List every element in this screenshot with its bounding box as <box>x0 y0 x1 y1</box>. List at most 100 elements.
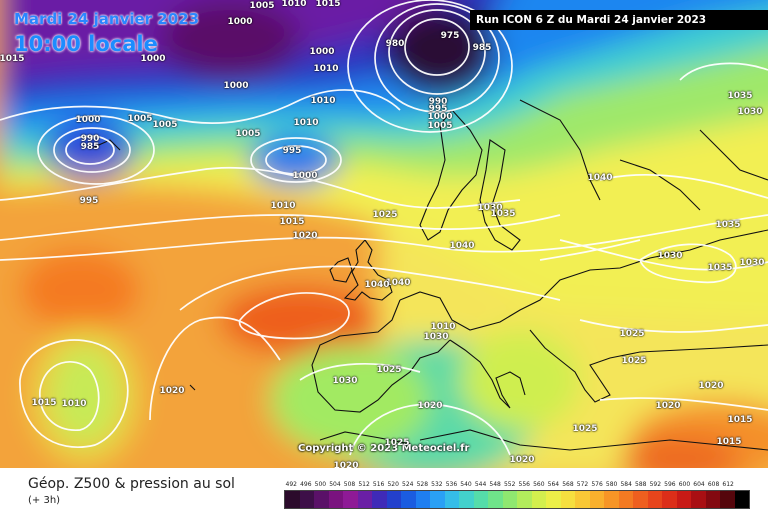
isobar-label: 1035 <box>727 91 753 101</box>
isobar-label: 995 <box>282 146 302 156</box>
color-scale-legend: 492 496 500 504 508 512 516 520 524 528 532 536 540 5… <box>284 479 750 509</box>
isobar-label: 990 <box>80 134 100 144</box>
map-footer: Géop. Z500 & pression au sol (+ 3h) 492 4… <box>0 468 768 512</box>
scale-swatch <box>604 491 619 508</box>
isobar-label: 1025 <box>384 438 410 448</box>
isobar-label: 1030 <box>423 332 449 342</box>
scale-value-label: 512 <box>358 481 370 488</box>
scale-swatch <box>502 491 517 508</box>
isobar-label: 1005 <box>152 120 178 130</box>
isobar-label: 1020 <box>159 386 185 396</box>
scale-value-label: 544 <box>474 481 487 488</box>
scale-swatch <box>662 491 677 508</box>
isobar-label: 1025 <box>619 329 645 339</box>
isobar-label: 1000 <box>309 47 335 57</box>
isobar-label: 1020 <box>698 381 724 391</box>
scale-swatch <box>314 491 329 508</box>
scale-swatch <box>647 491 662 508</box>
scale-value-label: 612 <box>722 481 734 488</box>
scale-swatch <box>618 491 633 508</box>
scale-swatch <box>720 491 735 508</box>
scale-swatch <box>372 491 387 508</box>
scale-value-label: 548 <box>489 481 501 488</box>
scale-swatch <box>488 491 503 508</box>
scale-swatch <box>343 491 358 508</box>
scale-value-label: 540 <box>460 481 472 488</box>
isobar-label: 1000 <box>223 81 249 91</box>
scale-value-label: 556 <box>518 481 530 488</box>
scale-value-label: 604 <box>693 481 705 488</box>
scale-value-label: 516 <box>372 481 385 488</box>
scale-bar <box>284 490 750 509</box>
scale-value-label: 524 <box>402 481 414 488</box>
isobar-label: 1015 <box>0 54 25 64</box>
isobar-label: 1030 <box>739 258 765 268</box>
scale-swatch <box>531 491 546 508</box>
isobar-label: 1015 <box>727 415 753 425</box>
scale-value-label: 536 <box>445 481 458 488</box>
isobar-label: 1025 <box>372 210 398 220</box>
isobar-label: 995 <box>428 104 448 114</box>
scale-value-label: 492 <box>285 481 297 488</box>
isobar-label: 1020 <box>333 461 359 468</box>
isobar-label: 1035 <box>707 263 733 273</box>
scale-value-label: 508 <box>343 481 356 488</box>
scale-swatch <box>473 491 488 508</box>
scale-value-label: 608 <box>707 481 720 488</box>
lead-time: (+ 3h) <box>28 495 61 506</box>
isobar-label: 1020 <box>292 231 318 241</box>
scale-swatch <box>386 491 401 508</box>
scale-swatch <box>357 491 372 508</box>
isobar-label: 1035 <box>715 220 741 230</box>
isobar-label: 1010 <box>270 201 296 211</box>
isobar-label: 1020 <box>509 455 535 465</box>
isobar-label: 1040 <box>587 173 613 183</box>
scale-labels: 492 496 500 504 508 512 516 520 524 528 532 536 540 5… <box>284 479 750 490</box>
weather-map: Mardi 24 janvier 2023 10:00 locale Run I… <box>0 0 768 468</box>
model-run-label: Run ICON 6 Z du Mardi 24 janvier 2023 <box>470 10 768 30</box>
scale-swatch <box>560 491 575 508</box>
scale-swatch <box>459 491 474 508</box>
scale-swatch <box>691 491 706 508</box>
scale-value-label: 496 <box>300 481 312 488</box>
isobar-label: 1010 <box>313 64 339 74</box>
scale-swatch <box>415 491 430 508</box>
scale-swatch <box>328 491 343 508</box>
forecast-time: 10:00 locale <box>14 32 158 56</box>
isobar-label: 985 <box>472 43 492 53</box>
scale-value-label <box>735 479 750 490</box>
scale-value-label: 568 <box>562 481 574 488</box>
scale-value-label: 532 <box>431 481 443 488</box>
scale-swatch <box>705 491 720 508</box>
parameter-title: Géop. Z500 & pression au sol <box>28 476 235 492</box>
scale-value-label: 564 <box>547 481 560 488</box>
scale-value-label: 576 <box>591 481 603 488</box>
scale-swatch <box>676 491 691 508</box>
isobar-label: 1030 <box>737 107 763 117</box>
scale-swatch <box>299 491 314 508</box>
isobar-label: 1010 <box>310 96 336 106</box>
isobar-label: 1000 <box>292 171 318 181</box>
scale-swatch <box>401 491 416 508</box>
isobar-label: 1020 <box>655 401 681 411</box>
isobar-label: 1000 <box>140 54 166 64</box>
isobar-label: 1010 <box>293 118 319 128</box>
isobar-label: 1030 <box>332 376 358 386</box>
isobar-label: 1020 <box>417 401 443 411</box>
isobar-label: 995 <box>79 196 99 206</box>
isobar-label: 1040 <box>385 278 411 288</box>
isobar-label: 1005 <box>427 121 453 131</box>
isobar-label: 1005 <box>127 114 153 124</box>
scale-swatch <box>517 491 532 508</box>
scale-swatch <box>575 491 590 508</box>
isobar-label: 985 <box>80 142 100 152</box>
isobar-label: 975 <box>440 31 460 41</box>
isobar-label: 990 <box>428 97 448 107</box>
isobar-label: 1010 <box>281 0 307 9</box>
isobar-label: 1035 <box>490 209 516 219</box>
isobar-label: 1015 <box>716 437 742 447</box>
isobar-label: 1040 <box>449 241 475 251</box>
isobar-label: 1025 <box>572 424 598 434</box>
copyright-notice: Copyright © 2023 Meteociel.fr <box>298 443 470 454</box>
scale-swatch <box>546 491 561 508</box>
